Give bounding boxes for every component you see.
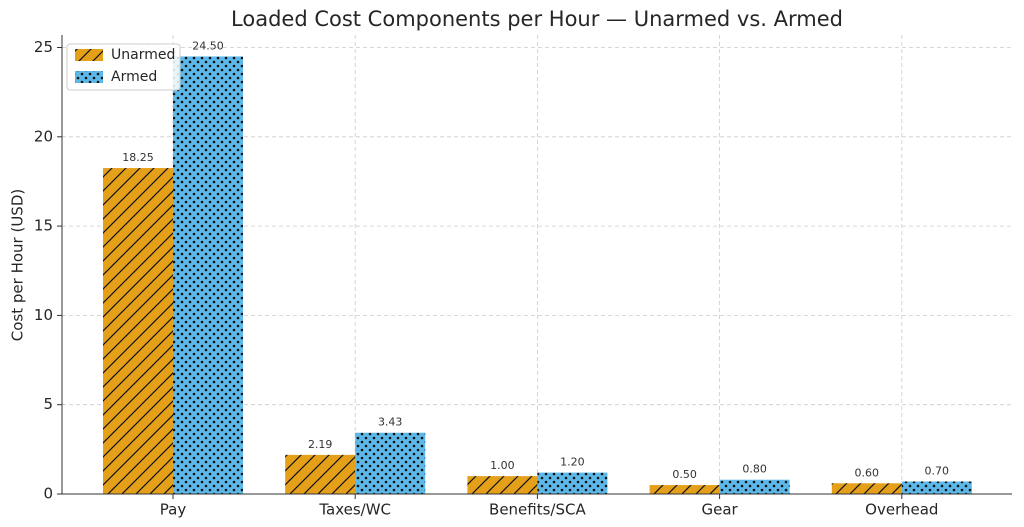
x-tick-label: Overhead [865, 501, 938, 519]
value-label: 18.25 [122, 151, 154, 164]
y-tick-label: 5 [43, 395, 53, 413]
x-tick-label: Taxes/WC [318, 501, 391, 519]
x-tick-label: Benefits/SCA [489, 501, 586, 519]
y-tick-label: 10 [34, 306, 53, 324]
x-tick-label: Gear [701, 501, 738, 519]
value-label: 24.50 [192, 39, 224, 52]
bar-hatch [901, 481, 972, 494]
legend-swatch-hatch [75, 49, 103, 61]
bar-hatch [103, 168, 173, 494]
x-tick-label: Pay [160, 501, 187, 519]
legend-label: Armed [111, 69, 157, 85]
y-tick-label: 15 [34, 217, 53, 235]
bar-hatch [831, 483, 902, 494]
legend-label: Unarmed [111, 47, 175, 63]
legend-swatch-hatch [75, 71, 103, 83]
y-tick-label: 20 [34, 127, 53, 145]
bar-hatch [467, 476, 538, 494]
value-label: 0.60 [855, 466, 880, 479]
value-label: 0.50 [672, 468, 697, 481]
bar-hatch [719, 479, 790, 494]
value-label: 1.20 [560, 456, 585, 469]
bar-hatch [173, 56, 243, 494]
bar-hatch [537, 472, 608, 494]
chart-title: Loaded Cost Components per Hour — Unarme… [231, 7, 843, 31]
value-label: 2.19 [308, 438, 333, 451]
y-axis-label: Cost per Hour (USD) [9, 189, 27, 341]
bar-hatch [355, 432, 426, 494]
bar-hatch [285, 454, 356, 494]
value-label: 0.70 [925, 464, 950, 477]
y-tick-label: 0 [43, 485, 53, 503]
value-label: 3.43 [378, 416, 403, 429]
y-tick-label: 25 [34, 38, 53, 56]
bar-hatch [649, 485, 720, 494]
value-label: 0.80 [742, 463, 767, 476]
value-label: 1.00 [490, 459, 515, 472]
